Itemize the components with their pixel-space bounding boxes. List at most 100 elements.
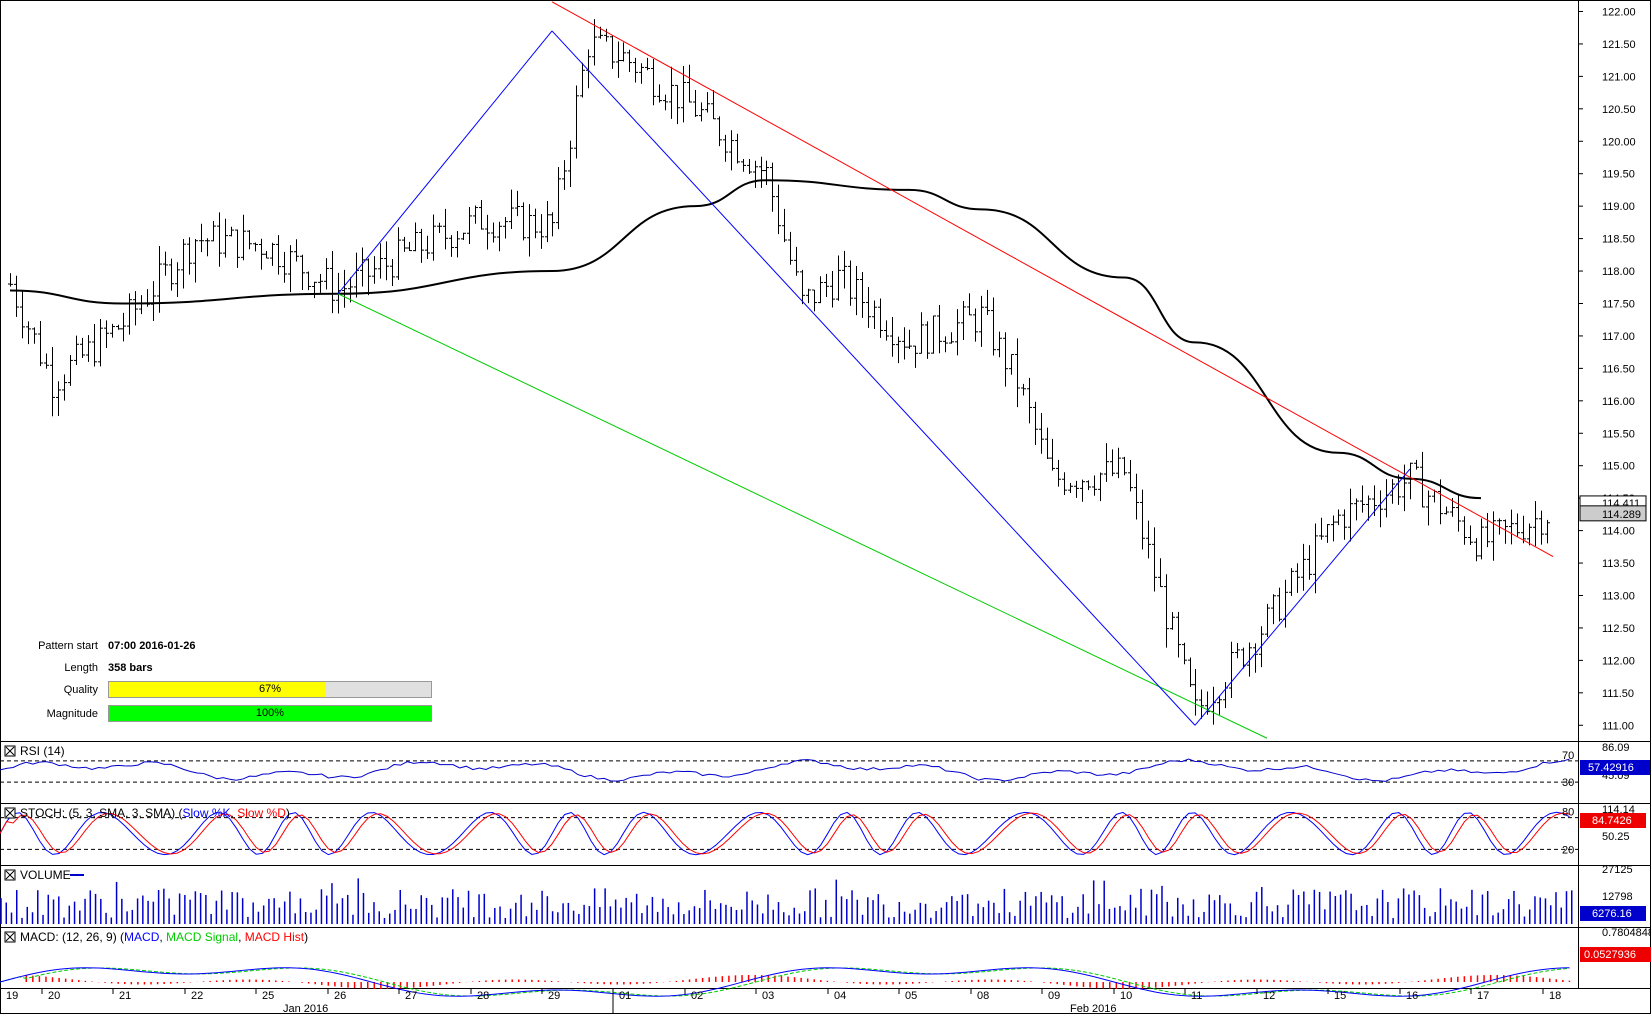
y-tick-label: 114.00 (1602, 526, 1635, 538)
pattern-line-wave-2 (551, 30, 1196, 726)
pattern-line-wave-3 (1194, 468, 1411, 726)
x-tick-label-05: 05 (905, 990, 917, 1002)
x-tick-label-15: 15 (1334, 990, 1346, 1002)
x-tick-label-27: 27 (405, 990, 417, 1002)
rsi-axis-high: 86.09 (1602, 742, 1630, 754)
macd-axis-high: 0.7804848 (1602, 927, 1651, 939)
stoch-panel: STOCH: (5, 3, SMA, 3, SMA) (Slow %K, Slo… (0, 804, 1646, 856)
y-tick-label: 120.50 (1602, 104, 1636, 116)
volume-axis-high: 27125 (1602, 864, 1633, 876)
legend-separator: , (231, 806, 238, 820)
y-tick-label: 115.50 (1602, 428, 1635, 440)
x-tick-label-16: 16 (1406, 990, 1418, 1002)
volume-last-value: 6276.16 (1592, 908, 1632, 920)
macd-panel: MACD: (12, 26, 9) (MACD, MACD Signal, MA… (0, 927, 1651, 997)
x-tick-label-19: 19 (6, 990, 18, 1002)
macd-legend-item: MACD Signal (166, 930, 238, 944)
length-label: Length (64, 662, 98, 674)
stoch-last-value: 84.7426 (1592, 815, 1632, 827)
y-tick-label: 121.00 (1602, 71, 1636, 83)
y-tick-label: 113.50 (1602, 558, 1635, 570)
x-month-label-feb: Feb 2016 (1070, 1003, 1116, 1014)
y-tick-label: 122.00 (1602, 6, 1636, 18)
length-value: 358 bars (108, 662, 153, 674)
quality-bar-fill (109, 682, 325, 697)
y-tick-label: 113.00 (1602, 590, 1635, 602)
moving-average-line (9, 179, 1482, 500)
x-tick-label-11: 11 (1191, 990, 1202, 1002)
x-tick-label-08: 08 (977, 990, 989, 1002)
x-tick-label-02: 02 (691, 990, 703, 1002)
x-tick-label-22: 22 (191, 990, 203, 1002)
legend-suffix: ) (286, 806, 290, 820)
x-tick-label-20: 20 (48, 990, 60, 1002)
rsi-level-30: 30 (1562, 777, 1574, 789)
macd-last-value-box (1580, 947, 1651, 962)
price-last-value-box (1579, 505, 1647, 522)
rsi-last-value-box (1580, 760, 1650, 775)
x-tick-label-03: 03 (762, 990, 774, 1002)
quality-bar: 67% (108, 681, 432, 698)
stoch-legend-item: Slow %D (237, 806, 286, 820)
rsi-level-70: 70 (1562, 750, 1574, 762)
x-tick-label-18: 18 (1549, 990, 1561, 1002)
y-tick-label: 119.50 (1602, 169, 1635, 181)
x-tick-label-10: 10 (1120, 990, 1132, 1002)
macd-label: MACD: (12, 26, 9) (MACD, MACD Signal, MA… (20, 930, 308, 944)
x-tick-label-17: 17 (1477, 990, 1489, 1002)
macd-last-value: 0.0527936 (1584, 949, 1636, 961)
pattern-line-resistance (551, 1, 1554, 557)
rsi-close-x (5, 746, 15, 756)
magnitude-bar: 100% (108, 705, 432, 722)
legend-suffix: ) (304, 930, 308, 944)
volume-label-text: VOLUME (20, 868, 71, 882)
x-tick-label-12: 12 (1263, 990, 1275, 1002)
x-tick-label-21: 21 (119, 990, 131, 1002)
volume-axis-low: 12798 (1602, 891, 1633, 903)
rsi-label: RSI (14) (20, 744, 65, 758)
quality-label: Quality (63, 684, 98, 696)
stoch-d-line (0, 812, 1570, 855)
pattern-line-wave-1 (337, 30, 553, 295)
x-month-label-jan: Jan 2016 (283, 1003, 328, 1014)
x-axis: 19 20 21 22 25 26 27 28 29 01 02 03 04 05 08 09 10 11 12 15… (0, 988, 1561, 1014)
pattern-start-value: 07:00 2016-01-26 (108, 640, 196, 652)
x-tick-label-01: 01 (619, 990, 631, 1002)
y-tick-label: 117.50 (1602, 298, 1635, 310)
stoch-last-value-box (1580, 813, 1646, 828)
stoch-legend-item: Slow %K (182, 806, 230, 820)
stoch-label-text: STOCH: (5, 3, SMA, 3, SMA) ( (20, 806, 182, 820)
stoch-close-x (5, 808, 15, 818)
y-tick-label: 111.00 (1602, 720, 1634, 732)
x-tick-label-29: 29 (548, 990, 560, 1002)
price-last-value: 114.289 (1602, 509, 1641, 521)
y-tick-label: 111.50 (1602, 688, 1634, 700)
macd-signal-line (0, 967, 1570, 997)
pattern-line-support (337, 293, 1268, 739)
stoch-level-80: 80 (1562, 807, 1574, 819)
rsi-label-text: RSI (14) (20, 744, 65, 758)
rsi-last-value: 57.42916 (1588, 762, 1634, 774)
x-tick-label-04: 04 (834, 990, 846, 1002)
volume-label: VOLUME (20, 868, 71, 882)
stoch-label: STOCH: (5, 3, SMA, 3, SMA) (Slow %K, Slo… (20, 806, 290, 820)
stoch-level-20: 20 (1562, 844, 1574, 856)
x-tick-label-09: 09 (1048, 990, 1060, 1002)
y-tick-label: 115.00 (1602, 461, 1635, 473)
x-tick-label-26: 26 (334, 990, 346, 1002)
rsi-line (0, 758, 1570, 782)
pattern-start-label: Pattern start (38, 640, 98, 652)
y-tick-label: 116.00 (1602, 396, 1635, 408)
volume-close-x (5, 870, 15, 880)
x-tick-label-25: 25 (262, 990, 274, 1002)
macd-close-x (5, 932, 15, 942)
y-tick-label: 120.00 (1602, 136, 1636, 148)
y-tick-label: 118.50 (1602, 234, 1635, 246)
y-tick-label: 119.00 (1602, 201, 1635, 213)
stoch-axis-low: 50.25 (1602, 831, 1630, 843)
y-tick-label: 118.00 (1602, 266, 1635, 278)
x-tick-label-28: 28 (477, 990, 489, 1002)
price-panel (8, 1, 1554, 739)
